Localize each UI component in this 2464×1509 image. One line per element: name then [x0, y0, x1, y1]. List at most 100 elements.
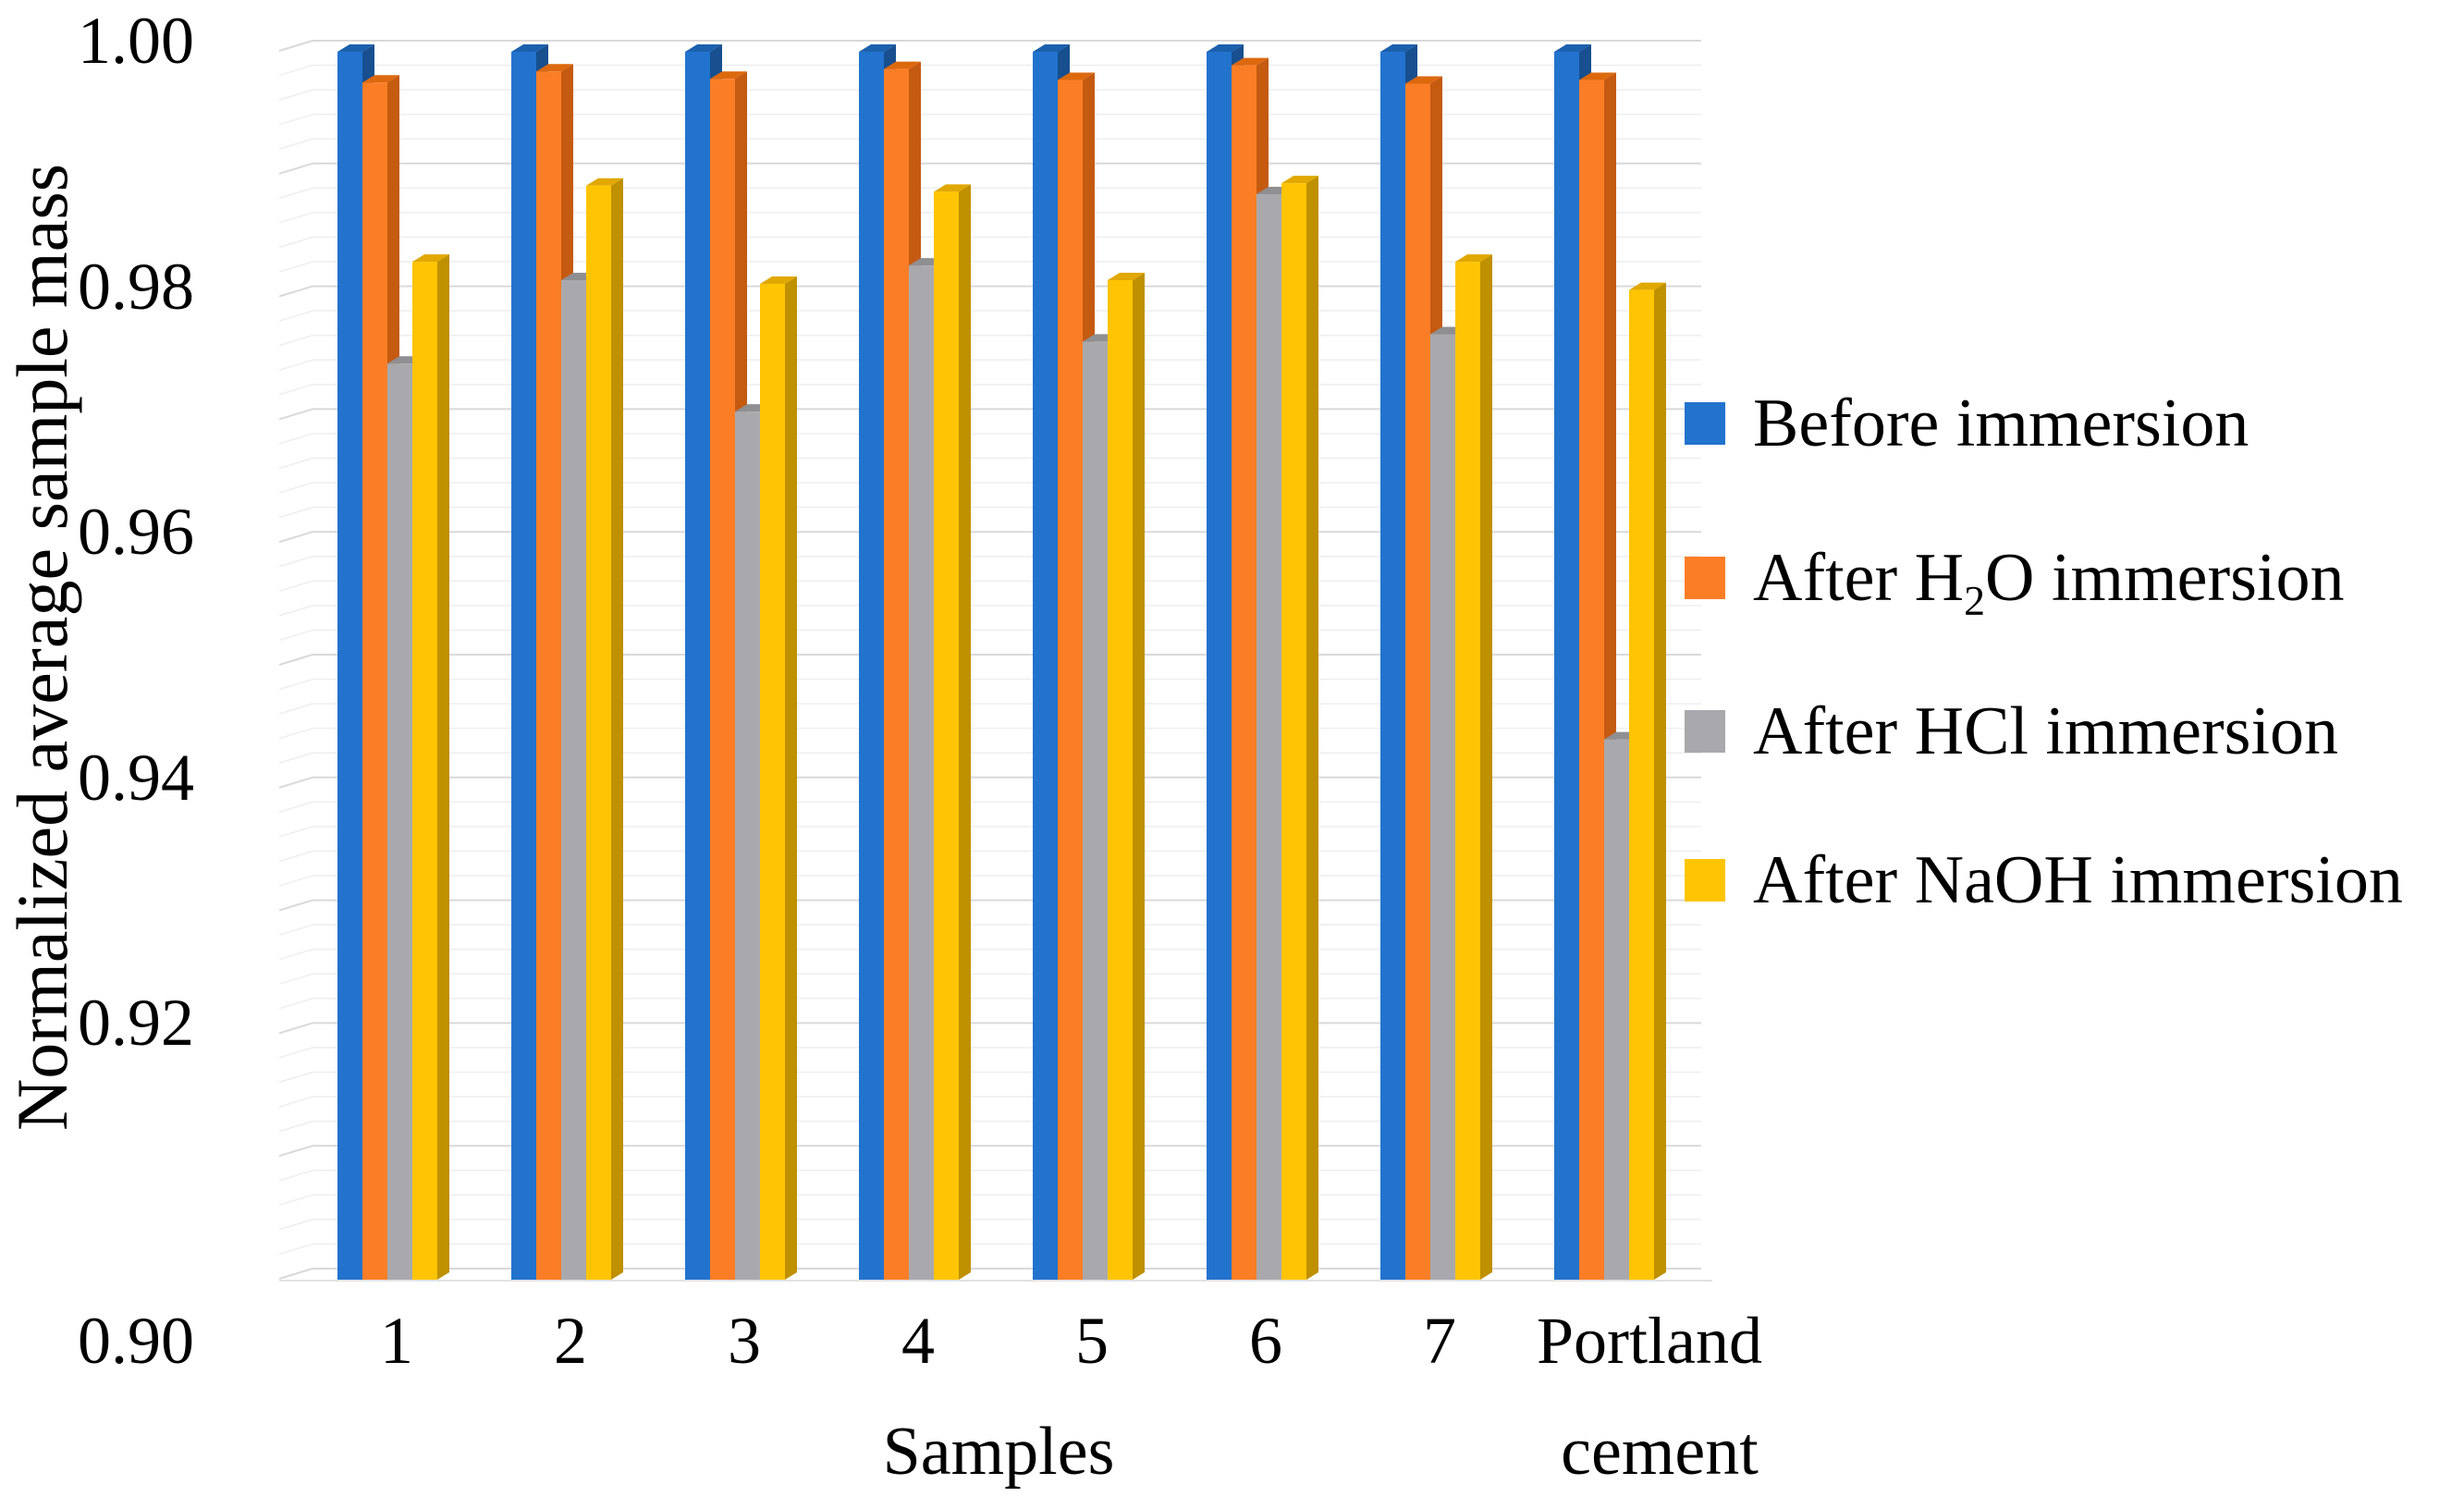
- gridline-stub: [278, 40, 313, 52]
- bar-front-face: [1108, 280, 1133, 1280]
- legend-label-after-hcl-immersion: After HCl immersion: [1753, 693, 2339, 769]
- gridline-stub: [278, 776, 313, 789]
- bar-side-face: [1133, 273, 1145, 1280]
- gridline-stub: [278, 138, 313, 150]
- gridline-stub: [278, 678, 313, 691]
- gridline-stub: [278, 1145, 313, 1158]
- bar-top-face: [1405, 76, 1442, 84]
- bar-side-face: [1306, 176, 1318, 1281]
- bar-after-naoh-immersion-3: [760, 276, 797, 1281]
- bar-top-face: [586, 178, 623, 186]
- gridline-stub: [278, 1120, 313, 1133]
- bar-group-4: [859, 44, 971, 1281]
- gridline-stub: [278, 335, 313, 347]
- bar-side-face: [1480, 254, 1492, 1280]
- gridline-stub: [278, 850, 313, 863]
- bar-front-face: [1554, 52, 1579, 1280]
- legend-swatch-before-immersion: [1685, 402, 1725, 445]
- category-label-4: 4: [901, 1304, 935, 1378]
- bar-group-5: [1033, 44, 1145, 1281]
- bar-front-face: [934, 191, 959, 1281]
- gridline-stub: [278, 703, 313, 715]
- gridline-stub: [278, 310, 313, 322]
- gridline-stub: [278, 875, 313, 887]
- bar-after-naoh-immersion-1: [412, 254, 449, 1280]
- bar-top-face: [710, 71, 747, 80]
- bar-top-face: [337, 44, 374, 52]
- gridline-stub: [278, 1047, 313, 1059]
- bar-front-face: [511, 52, 536, 1280]
- category-label-portland-line2: cement: [1561, 1414, 1759, 1490]
- bar-front-face: [362, 82, 387, 1281]
- bar-top-face: [884, 61, 921, 69]
- bar-top-face: [412, 254, 449, 263]
- bar-after-naoh-immersion-4: [934, 184, 971, 1281]
- legend-item-after-hcl-immersion: After HCl immersion: [1685, 689, 2338, 774]
- x-axis-title: Samples: [882, 1414, 1115, 1490]
- category-label-5: 5: [1075, 1304, 1109, 1378]
- bar-front-face: [1281, 183, 1306, 1281]
- bar-front-face: [412, 262, 437, 1280]
- y-tick-label-090: 0.90: [78, 1304, 194, 1378]
- gridline-stub: [278, 236, 313, 249]
- bar-group-3: [685, 44, 797, 1281]
- category-label-7: 7: [1423, 1304, 1456, 1378]
- gridline-stub: [278, 580, 313, 593]
- gridline-stub: [278, 162, 313, 175]
- bar-front-face: [1405, 83, 1430, 1281]
- gridline-stub: [278, 1170, 313, 1182]
- gridline-stub: [278, 998, 313, 1010]
- gridline-stub: [278, 949, 313, 961]
- bar-top-face: [934, 184, 971, 192]
- bar-front-face: [1207, 52, 1232, 1280]
- bar-group-1: [337, 44, 449, 1281]
- legend-label-before-immersion: Before immersion: [1753, 386, 2249, 461]
- bar-top-face: [511, 44, 548, 52]
- bar-group-portland: [1554, 44, 1666, 1281]
- gridline-stub: [278, 433, 313, 445]
- category-label-2: 2: [554, 1304, 587, 1378]
- bar-group-7: [1380, 44, 1492, 1281]
- bar-front-face: [735, 411, 760, 1280]
- gridline-stub: [278, 1243, 313, 1256]
- bar-front-face: [1579, 80, 1604, 1281]
- gridline-stub: [278, 89, 313, 101]
- gridline-stub: [278, 899, 313, 912]
- gridline-stub: [278, 924, 313, 936]
- bar-top-face: [760, 276, 797, 284]
- bar-group-2: [511, 44, 623, 1281]
- bar-front-face: [337, 52, 362, 1280]
- legend-label-after-h2o-immersion: After H2O immersion: [1753, 540, 2345, 624]
- y-tick-label-094: 0.94: [78, 741, 194, 815]
- gridline-stub: [278, 482, 313, 494]
- bar-top-face: [1058, 72, 1095, 80]
- category-label-portland: Portland: [1537, 1304, 1762, 1378]
- bar-after-naoh-immersion-5: [1108, 273, 1145, 1280]
- gridline-stub: [278, 285, 313, 298]
- gridline-stub: [278, 605, 313, 617]
- bar-front-face: [536, 71, 561, 1280]
- legend-label-after-naoh-immersion: After NaOH immersion: [1753, 842, 2403, 918]
- bar-front-face: [561, 280, 586, 1280]
- bar-front-face: [1232, 65, 1257, 1280]
- bar-after-naoh-immersion-2: [586, 178, 623, 1281]
- y-tick-label-092: 0.92: [78, 986, 194, 1060]
- bar-after-naoh-immersion-portland: [1629, 282, 1666, 1281]
- gridline-stub: [278, 1194, 313, 1207]
- bar-front-face: [1604, 739, 1629, 1280]
- gridline-stub: [278, 801, 313, 814]
- gridline-stub: [278, 752, 313, 764]
- gridline-stub: [278, 384, 313, 396]
- gridline-stub: [278, 64, 313, 77]
- bar-top-face: [1207, 44, 1244, 52]
- legend-swatch-after-h2o-immersion: [1685, 557, 1725, 599]
- legend-swatch-after-hcl-immersion: [1685, 710, 1725, 753]
- bar-after-naoh-immersion-6: [1281, 176, 1318, 1281]
- gridline-stub: [278, 629, 313, 642]
- bar-side-face: [785, 276, 797, 1281]
- bar-front-face: [1455, 262, 1480, 1280]
- bar-side-face: [437, 254, 449, 1280]
- gridline-stub: [278, 1096, 313, 1108]
- bar-top-face: [1579, 72, 1616, 80]
